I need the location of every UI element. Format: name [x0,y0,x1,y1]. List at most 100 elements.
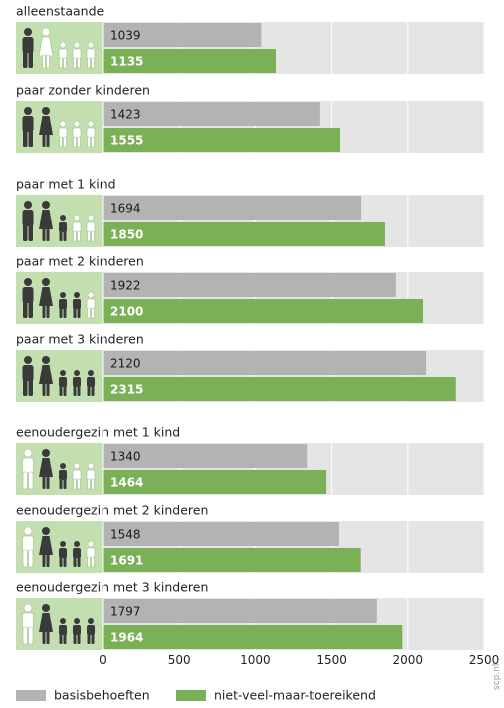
woman-icon [39,201,53,241]
bar-basisbehoeften-paar-met-2-kinderen [103,273,396,297]
child-icon [86,540,96,568]
bar-niet-veel-maar-toereikend-eenoudergezin-met-1-kind [103,470,327,494]
value-label: 1464 [110,476,143,490]
man-icon [22,107,34,147]
value-label: 1555 [110,134,143,148]
value-label: 1694 [110,202,141,216]
child-icon [59,618,67,644]
legend-label: basisbehoeften [54,688,150,703]
bar-niet-veel-maar-toereikend-eenoudergezin-met-3-kinderen [103,625,403,649]
child-icon [87,618,95,644]
woman-icon [39,527,53,567]
x-tick-label: 2000 [393,653,424,667]
value-label: 2120 [110,357,141,371]
bar-niet-veel-maar-toereikend-alleenstaande [103,49,276,73]
bar-niet-veel-maar-toereikend-eenoudergezin-met-2-kinderen [103,548,361,572]
household-icon-paar-zonder-kinderen [16,101,103,153]
legend-item-basisbehoeften: basisbehoeften [16,688,150,703]
category-label-eenoudergezin-met-2-kinderen: eenoudergezin met 2 kinderen [16,503,208,518]
child-icon [86,120,96,148]
man-icon [22,201,34,241]
category-label-paar-met-3-kinderen: paar met 3 kinderen [16,332,144,347]
child-icon [86,462,96,490]
category-label-paar-met-2-kinderen: paar met 2 kinderen [16,254,144,269]
x-tick-label: 2500 [469,653,500,667]
value-label: 2100 [110,305,143,319]
bar-basisbehoeften-eenoudergezin-met-3-kinderen [103,599,377,623]
value-label: 2315 [110,383,143,397]
value-label: 1922 [110,279,141,293]
child-icon [86,291,96,319]
x-tick-label: 1000 [240,653,271,667]
x-tick-label: 1500 [316,653,347,667]
bar-basisbehoeften-alleenstaande [103,23,262,47]
household-icon-eenoudergezin-met-3-kinderen [16,598,103,650]
value-label: 1423 [110,108,141,122]
legend-item-niet-veel-maar-toereikend: niet-veel-maar-toereikend [176,688,376,703]
category-label-eenoudergezin-met-3-kinderen: eenoudergezin met 3 kinderen [16,580,208,595]
child-icon [73,541,81,567]
household-icon-paar-met-1-kind [16,195,103,247]
bar-basisbehoeften-paar-zonder-kinderen [103,102,320,126]
x-tick-label: 0 [99,653,107,667]
category-label-paar-zonder-kinderen: paar zonder kinderen [16,83,150,98]
value-label: 1548 [110,528,141,542]
value-label: 1340 [110,450,141,464]
x-axis: 0 500 1000 1500 2000 2500 [99,22,499,667]
child-icon [59,215,67,241]
value-label: 1039 [110,29,141,43]
legend-swatch [176,690,206,701]
category-label-alleenstaande: alleenstaande [16,4,104,19]
legend-label: niet-veel-maar-toereikend [214,688,376,703]
child-icon [86,41,96,69]
child-icon [87,370,95,396]
bar-niet-veel-maar-toereikend-paar-met-3-kinderen [103,377,456,401]
child-icon [72,120,82,148]
value-label: 1135 [110,55,143,69]
woman-icon [39,449,53,489]
bar-basisbehoeften-eenoudergezin-met-2-kinderen [103,522,339,546]
child-icon [72,214,82,242]
child-icon [59,292,67,318]
man-icon [22,278,34,318]
household-icon-eenoudergezin-met-2-kinderen [16,521,103,573]
man-icon [22,28,34,68]
value-labels: 1039 1423 1694 1922 2120 1340 1548 1797 1135 1555… [110,29,143,645]
child-icon [58,41,68,69]
value-label: 1964 [110,631,143,645]
value-label: 1797 [110,605,141,619]
child-icon [58,120,68,148]
woman-icon [39,278,53,318]
child-icon [72,462,82,490]
bar-basisbehoeften-paar-met-1-kind [103,196,362,220]
household-icon-eenoudergezin-met-1-kind [16,443,103,495]
bar-basisbehoeften-eenoudergezin-met-1-kind [103,444,308,468]
bar-basisbehoeften-paar-met-3-kinderen [103,351,427,375]
child-icon [72,41,82,69]
value-label: 1691 [110,554,143,568]
category-label-eenoudergezin-met-1-kind: eenoudergezin met 1 kind [16,425,180,440]
woman-icon [39,107,53,147]
category-label-paar-met-1-kind: paar met 1 kind [16,177,116,192]
bar-niet-veel-maar-toereikend-paar-met-2-kinderen [103,299,424,323]
source-credit: scp.nl [492,664,502,690]
bars [103,23,456,649]
woman-icon [39,356,53,396]
woman-icon [39,604,53,644]
child-icon [59,370,67,396]
man-icon [22,356,34,396]
child-icon [73,292,81,318]
bar-niet-veel-maar-toereikend-paar-zonder-kinderen [103,128,340,152]
legend: basisbehoeften niet-veel-maar-toereikend [16,688,376,703]
household-icon-paar-met-3-kinderen [16,350,103,402]
child-icon [59,463,67,489]
child-icon [73,370,81,396]
value-label: 1850 [110,228,143,242]
man-icon [22,603,34,645]
man-icon [22,448,34,490]
household-icon-alleenstaande [16,22,103,74]
child-icon [86,214,96,242]
household-icon-paar-met-2-kinderen [16,272,103,324]
legend-swatch [16,690,46,701]
